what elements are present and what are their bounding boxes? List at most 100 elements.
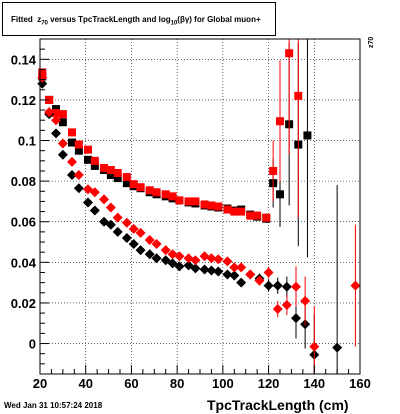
series-3: [37, 72, 361, 374]
data-point: [52, 109, 60, 118]
data-point: [112, 212, 123, 223]
data-point: [121, 217, 132, 228]
data-point: [263, 267, 274, 278]
data-point: [57, 138, 68, 149]
data-point: [58, 118, 67, 127]
data-point: [68, 138, 76, 147]
x-tick-label: 140: [303, 376, 325, 391]
data-point: [213, 266, 224, 277]
data-point: [135, 227, 146, 238]
data-point: [84, 145, 92, 154]
data-point: [175, 196, 184, 205]
x-tick-label: 80: [170, 376, 184, 391]
data-point: [112, 226, 123, 237]
data-point: [122, 179, 131, 188]
data-point: [191, 197, 200, 206]
data-point: [291, 313, 301, 324]
data-point: [161, 190, 170, 199]
data-point: [67, 170, 77, 181]
data-point: [84, 155, 92, 164]
data-point: [51, 115, 61, 126]
data-point: [145, 186, 154, 195]
data-point: [236, 262, 247, 273]
data-point: [276, 117, 284, 126]
data-point: [122, 173, 131, 182]
data-point: [230, 207, 239, 216]
data-point: [44, 107, 55, 118]
data-point: [285, 49, 294, 58]
data-point: [74, 146, 83, 155]
x-axis-title: TpcTrackLength (cm): [207, 397, 349, 413]
data-point: [136, 183, 145, 192]
data-point: [214, 202, 223, 211]
data-point: [151, 239, 162, 250]
data-point: [300, 295, 311, 306]
data-point: [100, 163, 108, 172]
data-point: [152, 188, 161, 197]
data-point: [236, 277, 247, 288]
data-point: [291, 281, 301, 292]
data-point: [52, 105, 60, 114]
x-tick-label: 160: [349, 376, 371, 391]
data-point: [113, 174, 122, 183]
data-point: [269, 166, 278, 175]
data-point: [73, 170, 84, 181]
axes-layer: 20 40 60 80 100 120 140 160 0 0.02 0.04 0.06 0.08 0.1…: [11, 38, 371, 391]
x-tick-label: 120: [258, 376, 280, 391]
data-point: [213, 254, 224, 265]
chart-title: Fitted z70 versus TpcTrackLength and log…: [11, 15, 261, 27]
data-point: [68, 128, 76, 137]
data-point: [303, 131, 312, 140]
data-point: [174, 251, 185, 262]
data-point: [174, 261, 185, 272]
y-axis-title: z70: [368, 36, 375, 48]
data-point: [90, 156, 99, 165]
data-point: [106, 171, 115, 180]
data-point: [200, 200, 209, 209]
data-point: [105, 202, 116, 213]
data-point: [262, 213, 271, 222]
data-point: [246, 211, 255, 220]
data-point: [74, 140, 83, 149]
series-1: [38, 39, 303, 222]
data-point: [206, 253, 217, 264]
data-point: [222, 269, 233, 280]
y-tick-label: 0.02: [11, 296, 36, 311]
data-point: [272, 280, 283, 291]
data-point: [89, 205, 100, 216]
data-point: [168, 192, 177, 201]
x-tick-label: 100: [212, 376, 234, 391]
y-tick-label: 0: [29, 337, 36, 352]
data-point: [45, 95, 54, 104]
data-point: [113, 169, 122, 177]
data-point: [89, 187, 100, 198]
data-point: [263, 280, 274, 291]
data-point: [128, 223, 139, 234]
data-point: [237, 207, 246, 216]
data-point: [294, 91, 303, 100]
x-tick-label: 20: [33, 376, 47, 391]
title-box: Fitted z70 versus TpcTrackLength and log…: [2, 2, 276, 36]
data-point: [229, 270, 240, 281]
x-tick-label: 40: [78, 376, 92, 391]
data-point: [121, 232, 132, 243]
data-point: [73, 183, 84, 194]
data-point: [281, 299, 292, 310]
data-point: [135, 245, 146, 256]
data-point: [350, 280, 361, 291]
data-point: [332, 342, 343, 353]
data-point: [57, 149, 68, 160]
data-point: [199, 264, 210, 275]
data-point: [144, 249, 155, 260]
data-point: [190, 263, 201, 274]
data-point: [129, 180, 138, 189]
data-point: [105, 219, 116, 230]
data-point: [253, 211, 262, 220]
data-point: [309, 341, 320, 352]
data-point: [83, 197, 93, 208]
data-point: [184, 197, 193, 206]
data-point: [160, 245, 171, 256]
y-tick-label: 0.04: [11, 255, 37, 270]
date-stamp: Wed Jan 31 10:57:24 2018: [4, 401, 103, 410]
